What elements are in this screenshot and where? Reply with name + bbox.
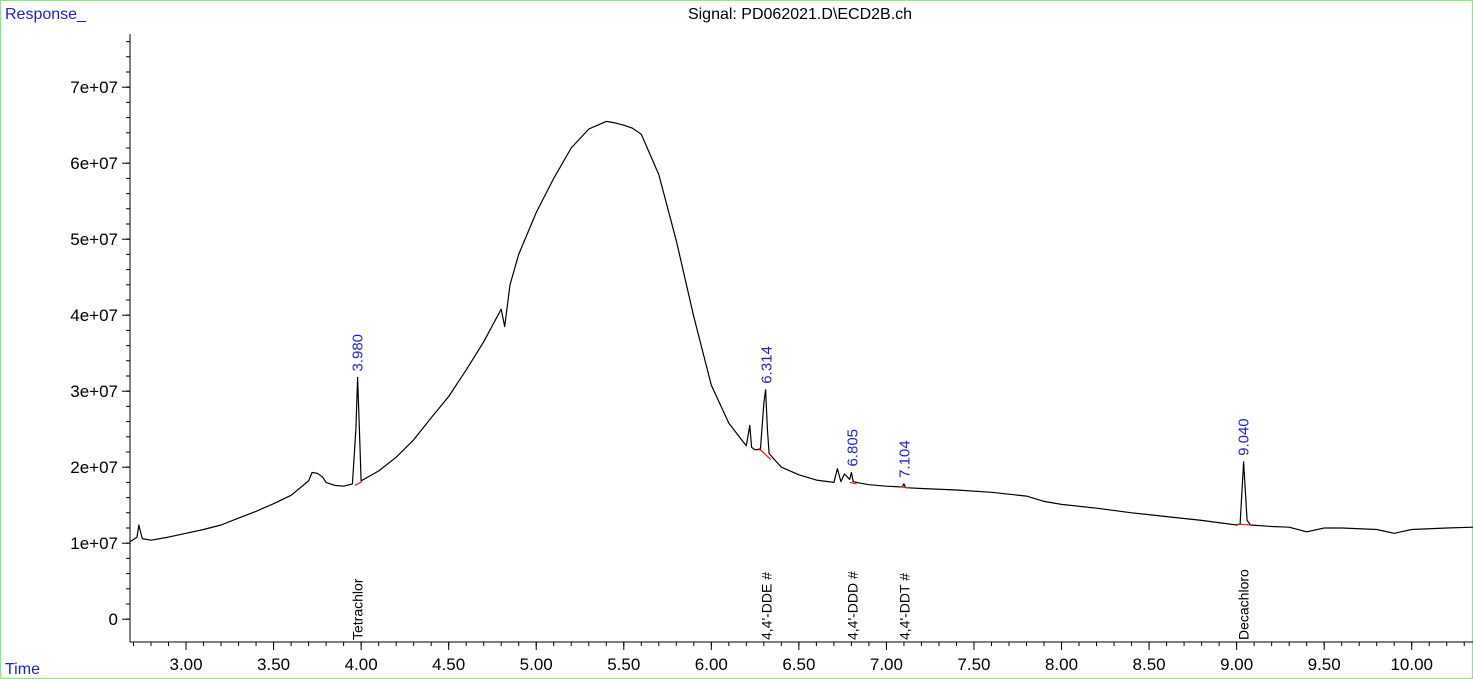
- x-tick-labels: 3.00 3.50 4.00 4.50 5.00 5.50 6.00 6.50 7.00 7.50…: [169, 655, 1433, 674]
- peak-labels: 3.980 6.314 6.805 7.104 9.040: [350, 334, 1253, 478]
- x-tick-label: 6.50: [782, 655, 815, 674]
- x-tick-label: 8.00: [1045, 655, 1078, 674]
- y-tick-label: 3e+07: [70, 382, 118, 401]
- x-tick-label: 9.00: [1220, 655, 1253, 674]
- y-tick-label: 2e+07: [70, 458, 118, 477]
- baseline-segment: [758, 447, 772, 461]
- compound-labels: Tetrachlor 4,4'-DDE # 4,4'-DDD # 4,4'-DDT #…: [350, 569, 1252, 640]
- integration-baselines: [354, 447, 1251, 526]
- peak-rt-label: 6.314: [758, 346, 775, 384]
- baseline-segment: [849, 481, 857, 485]
- x-tick-label: 10.00: [1390, 655, 1433, 674]
- x-tick-label: 5.50: [607, 655, 640, 674]
- peak-rt-label: 3.980: [350, 334, 367, 372]
- x-tick-label: 7.00: [870, 655, 903, 674]
- x-tick-label: 8.50: [1133, 655, 1166, 674]
- y-tick-label: 7e+07: [70, 78, 118, 97]
- chart-title: Signal: PD062021.D\ECD2B.ch: [688, 6, 912, 23]
- peak-rt-label: 7.104: [897, 440, 914, 478]
- y-tick-label: 0: [109, 610, 118, 629]
- compound-label: 4,4'-DDT #: [897, 573, 913, 640]
- baseline-segment: [1236, 523, 1251, 526]
- x-tick-label: 5.00: [520, 655, 553, 674]
- y-tick-label: 4e+07: [70, 306, 118, 325]
- signal-trace: [129, 120, 1473, 543]
- x-tick-label: 9.50: [1308, 655, 1341, 674]
- x-tick-label: 3.00: [169, 655, 202, 674]
- x-tick-label: 3.50: [257, 655, 290, 674]
- y-tick-label: 5e+07: [70, 230, 118, 249]
- x-tick-label: 4.50: [432, 655, 465, 674]
- baseline-segment: [354, 481, 363, 486]
- y-tick-label: 1e+07: [70, 534, 118, 553]
- peak-rt-label: 9.040: [1236, 418, 1253, 456]
- compound-label: 4,4'-DDE #: [758, 572, 774, 640]
- x-tick-label: 6.00: [695, 655, 728, 674]
- peak-rt-label: 6.805: [844, 429, 861, 467]
- y-tick-labels: 0 1e+07 2e+07 3e+07 4e+07 5e+07 6e+07 7e+07: [70, 78, 118, 629]
- axis-ticks: [122, 41, 1465, 650]
- compound-label: Decachloro: [1236, 569, 1252, 640]
- baseline-segment: [900, 486, 910, 489]
- y-tick-label: 6e+07: [70, 154, 118, 173]
- y-axis-title: Response_: [5, 6, 87, 23]
- compound-label: 4,4'-DDD #: [844, 571, 860, 640]
- x-tick-label: 7.50: [957, 655, 990, 674]
- x-tick-label: 4.00: [345, 655, 378, 674]
- x-axis-title: Time: [5, 661, 40, 678]
- compound-label: Tetrachlor: [350, 578, 366, 640]
